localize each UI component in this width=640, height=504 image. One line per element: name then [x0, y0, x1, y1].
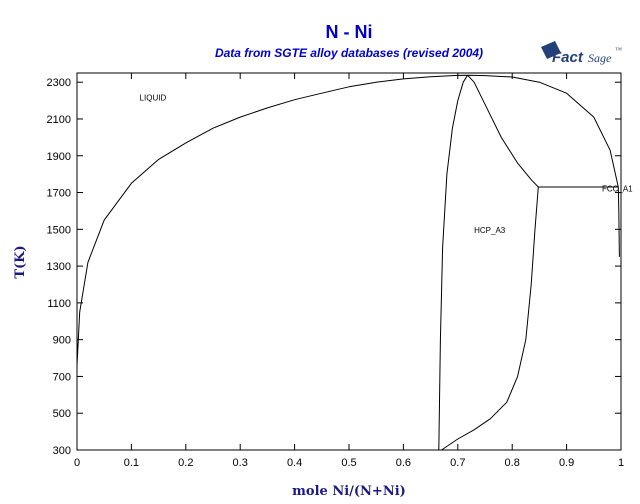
- phase-boundary-line: [438, 74, 469, 451]
- x-tick-label: 0.6: [396, 457, 411, 469]
- logo-trademark: ™: [615, 46, 622, 54]
- phase-boundary-line: [76, 74, 619, 366]
- logo-fact-text: Fact: [552, 49, 584, 66]
- phase-labels: LIQUID HCP_A3 FCC_A1: [140, 94, 634, 235]
- y-tick-label: 2100: [47, 114, 71, 126]
- logo-sage-text: Sage: [588, 51, 612, 65]
- x-tick-label: 0.2: [178, 457, 193, 469]
- x-tick-label: 0.3: [233, 457, 248, 469]
- chart-subtitle: Data from SGTE alloy databases (revised …: [215, 46, 483, 60]
- y-tick-label: 1100: [47, 298, 71, 310]
- phase-label: HCP_A3: [474, 226, 506, 235]
- chart-title: N - Ni: [326, 22, 373, 42]
- x-tick-label: 0.1: [124, 457, 139, 469]
- y-tick-label: 900: [53, 335, 71, 347]
- x-tick-label: 0.5: [341, 457, 356, 469]
- y-tick-label: 1900: [47, 151, 71, 163]
- phase-label: FCC_A1: [602, 185, 633, 194]
- y-axis-label: T(K): [13, 245, 28, 278]
- x-tick-label: 0.9: [559, 457, 574, 469]
- x-tick-label: 0.4: [287, 457, 302, 469]
- phase-boundary-line: [441, 186, 539, 451]
- phase-boundary-line: [467, 74, 539, 188]
- phase-boundary-line: [617, 186, 620, 257]
- x-tick-label: 1: [618, 457, 624, 469]
- x-tick-label: 0.7: [450, 457, 465, 469]
- x-axis: 0 0.1 0.2 0.3 0.4 0.5 0.6 0.7 0.8 0.9 1: [74, 73, 624, 469]
- x-axis-label: mole Ni/(N+Ni): [292, 484, 406, 499]
- y-axis: 300 500 700 900 1100 1300 1500 1700 1900 2100 2300: [47, 77, 621, 457]
- y-tick-label: 1300: [47, 261, 71, 273]
- x-tick-label: 0: [74, 457, 80, 469]
- y-tick-label: 300: [53, 445, 71, 457]
- logo-cube-icon: [541, 41, 561, 59]
- y-tick-label: 1700: [47, 188, 71, 200]
- phase-label: LIQUID: [140, 94, 167, 103]
- y-tick-label: 500: [53, 408, 71, 420]
- phase-boundaries: [76, 74, 620, 451]
- y-tick-label: 700: [53, 371, 71, 383]
- plot-frame: [76, 72, 622, 451]
- x-tick-label: 0.8: [505, 457, 520, 469]
- y-tick-label: 1500: [47, 224, 71, 236]
- y-tick-label: 2300: [47, 77, 71, 89]
- factsage-logo: Fact Sage ™: [541, 41, 622, 66]
